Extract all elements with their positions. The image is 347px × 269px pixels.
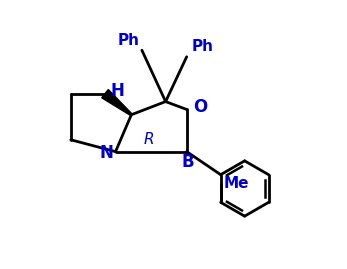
- Text: Ph: Ph: [117, 33, 139, 48]
- Text: Ph: Ph: [192, 39, 214, 54]
- Text: O: O: [193, 98, 208, 116]
- Text: Me: Me: [223, 176, 249, 192]
- Text: H: H: [111, 82, 125, 100]
- Text: R: R: [143, 132, 154, 147]
- Text: N: N: [99, 144, 113, 162]
- Polygon shape: [102, 90, 132, 116]
- Text: B: B: [182, 153, 194, 171]
